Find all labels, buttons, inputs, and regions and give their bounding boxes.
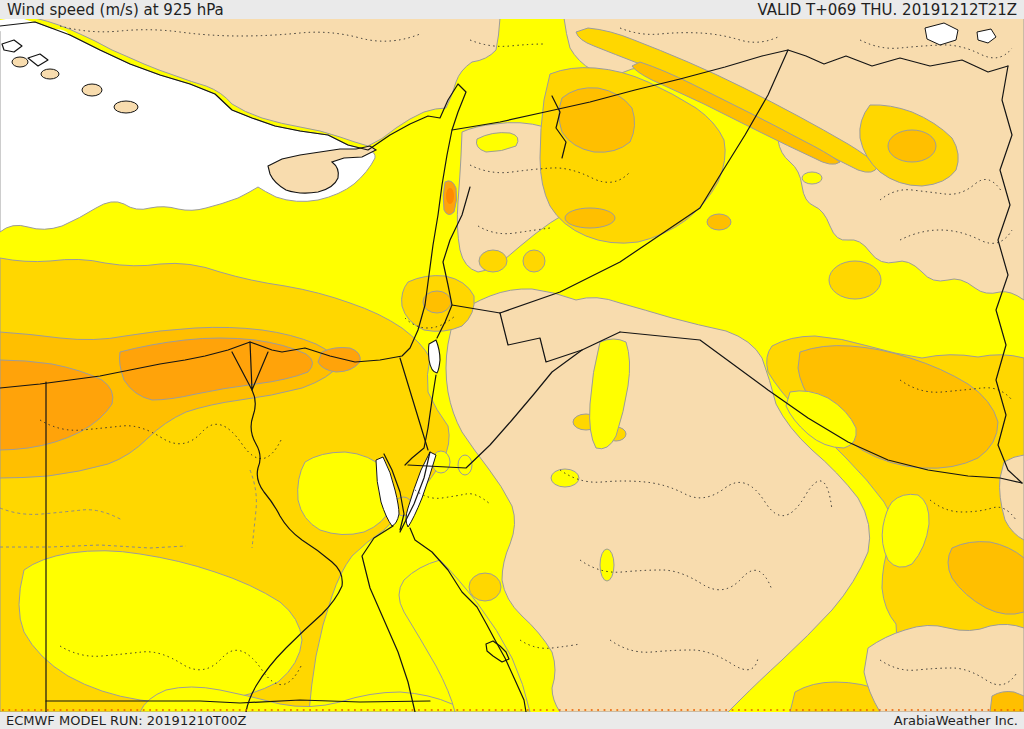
status-bar: ECMWF MODEL RUN: 20191210T00Z ArabiaWeat…	[0, 712, 1024, 729]
yellow-pocket	[802, 172, 822, 184]
valid-time-label: VALID T+069 THU. 20191212T21Z	[757, 1, 1017, 19]
beirut-deep-orange-spot	[446, 188, 454, 204]
gold-patch	[829, 261, 881, 299]
model-run-label: ECMWF MODEL RUN: 20191210T00Z	[6, 713, 246, 728]
mosul-amber-core	[888, 130, 936, 162]
brand-label: ArabiaWeather Inc.	[894, 713, 1018, 728]
rhodes-island	[82, 84, 102, 96]
map-title: Wind speed (m/s) at 925 hPa	[7, 1, 224, 19]
wind-speed-map	[0, 0, 1024, 729]
aegean-sea-patch	[41, 29, 69, 43]
amber-patch	[707, 214, 731, 230]
title-bar: Wind speed (m/s) at 925 hPa VALID T+069 …	[0, 0, 1024, 19]
crete-island	[114, 101, 138, 113]
aegean-island	[12, 57, 28, 67]
amber-patch	[990, 692, 1024, 713]
yellow-pocket	[551, 469, 579, 487]
gold-patch	[469, 573, 501, 601]
israel-amber-core	[423, 291, 451, 313]
amber-patch	[565, 208, 615, 228]
gold-patch	[523, 250, 545, 272]
yellow-pocket	[600, 549, 614, 581]
aegean-island	[41, 69, 59, 79]
gold-patch	[479, 250, 507, 272]
weather-map-app: Wind speed (m/s) at 925 hPa VALID T+069 …	[0, 0, 1024, 729]
